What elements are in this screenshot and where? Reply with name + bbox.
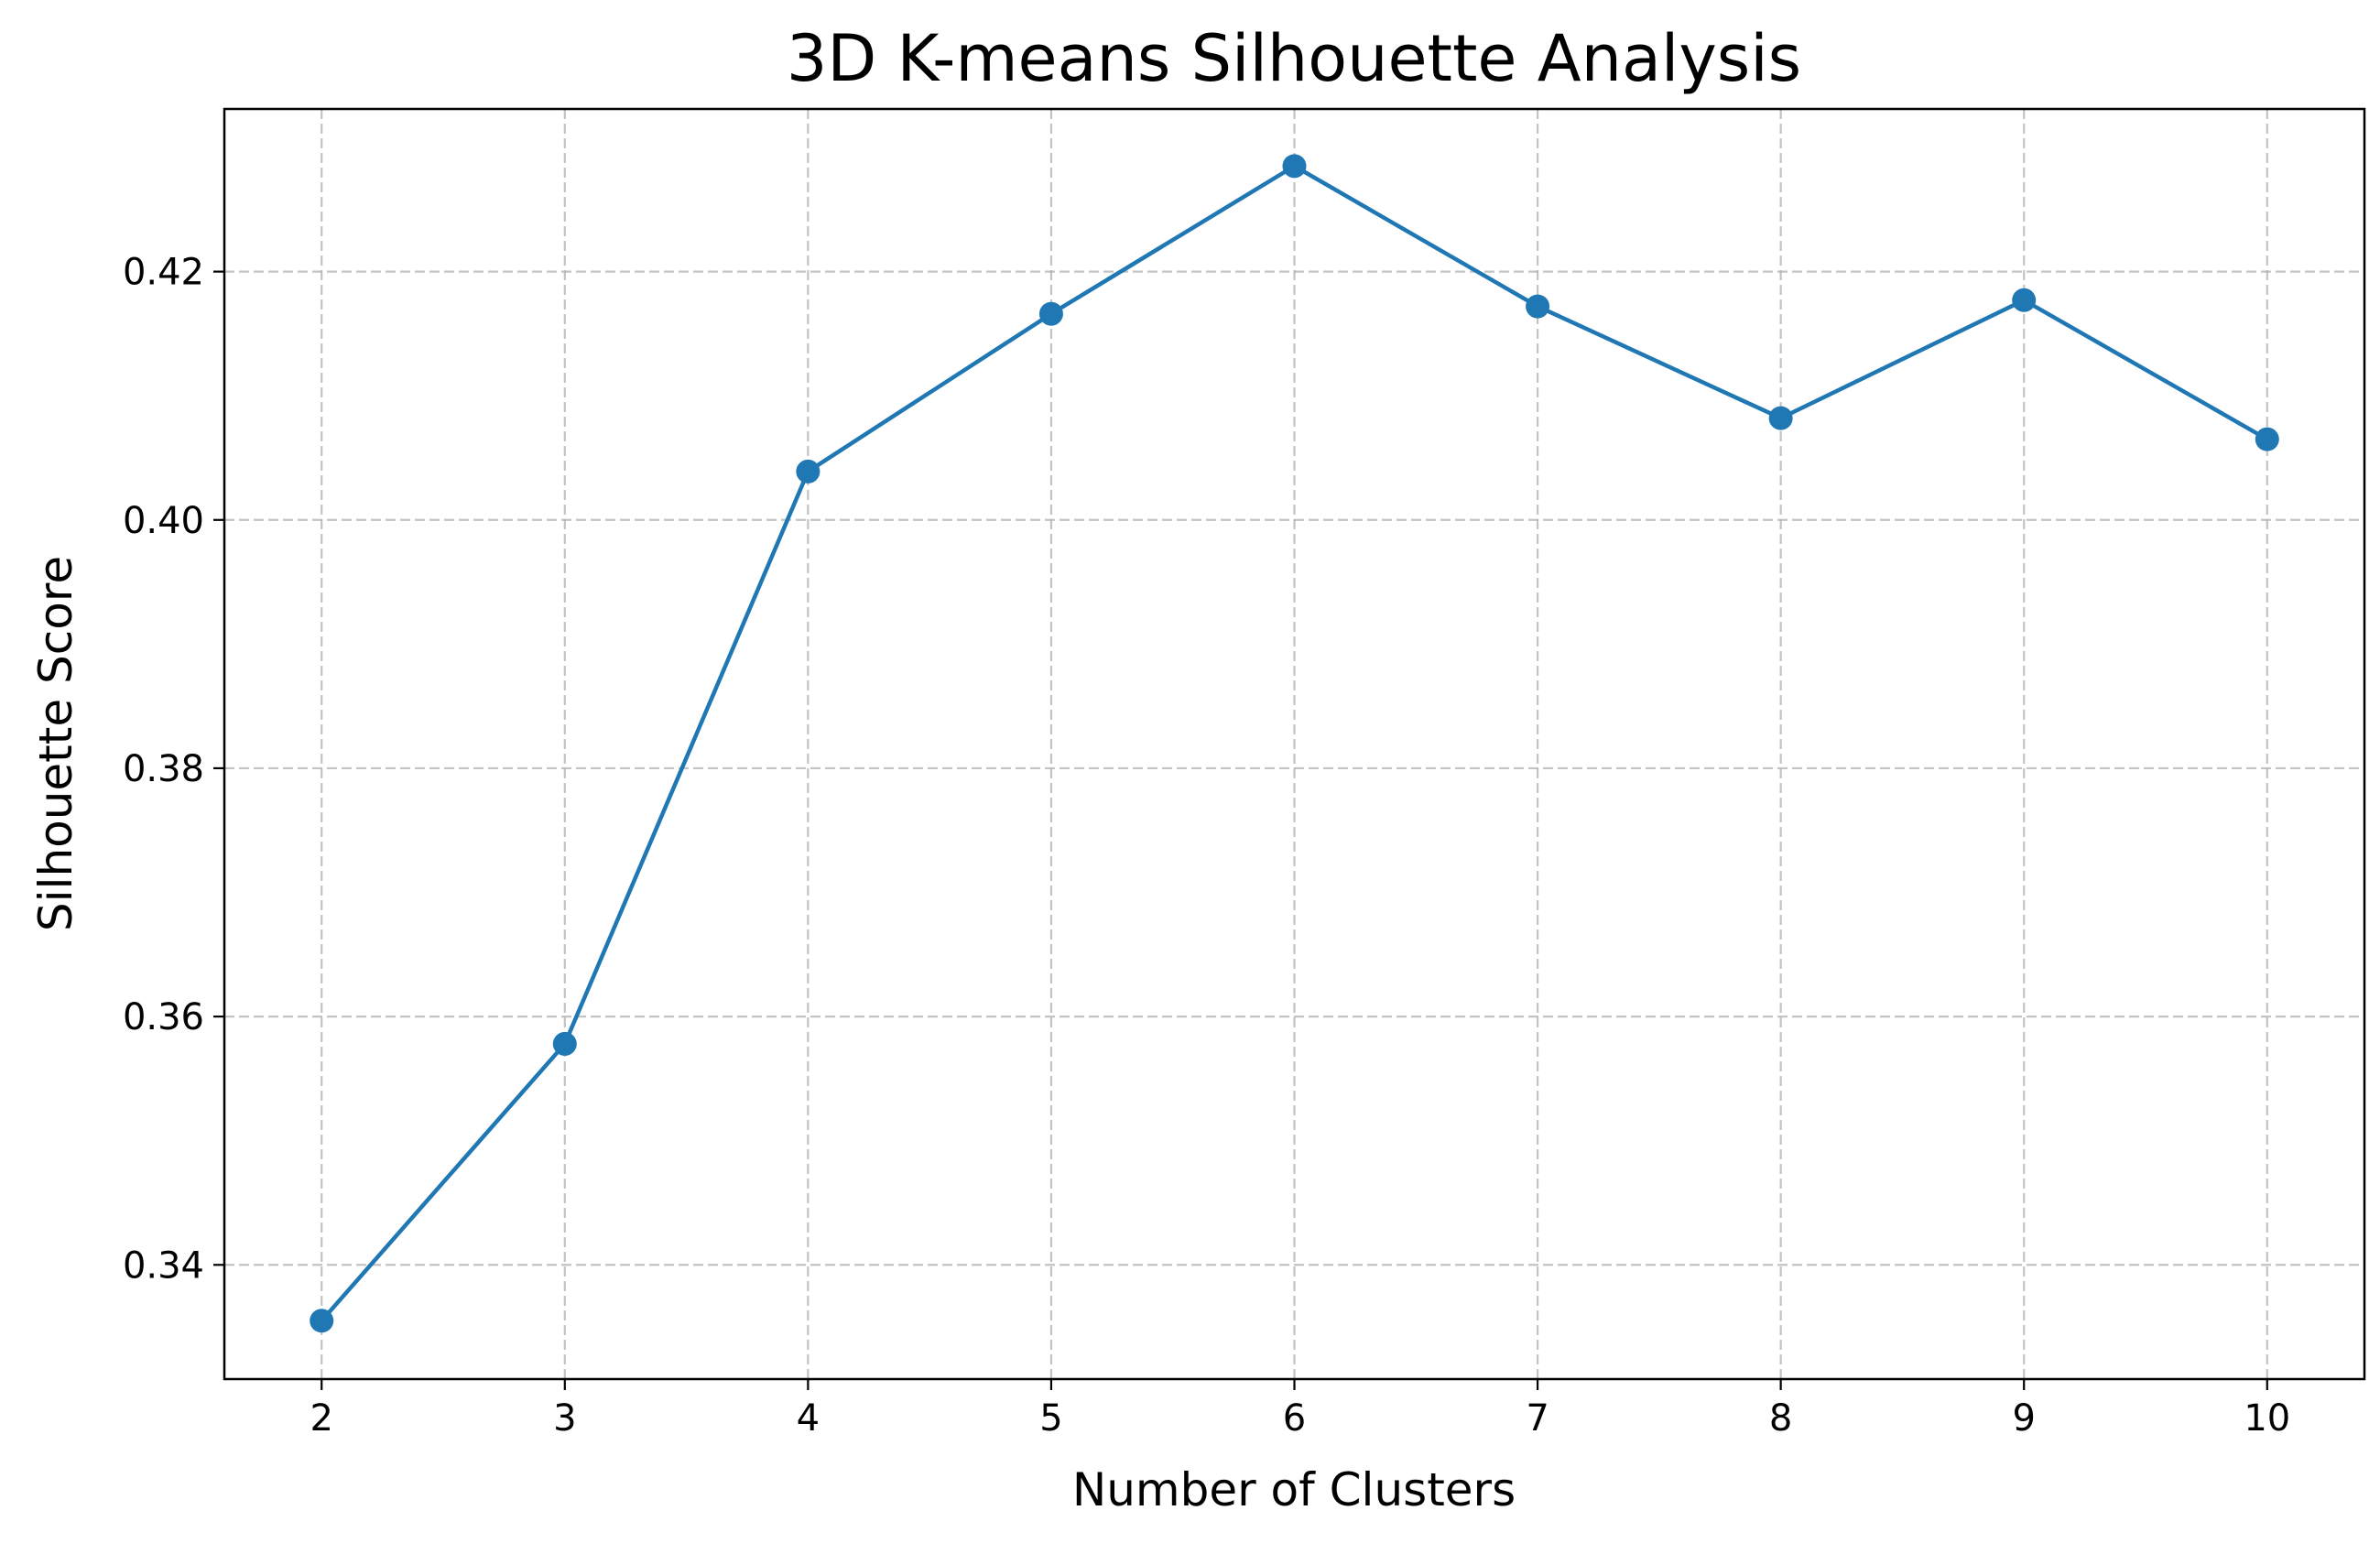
chart-title: 3D K-means Silhouette Analysis: [787, 21, 1801, 96]
y-tick-label: 0.40: [123, 500, 204, 542]
plot-frame: [223, 107, 2366, 1381]
x-axis-ticks: 2 3 4 5 6 7 8 9 10: [310, 1379, 2290, 1440]
data-point: [552, 1031, 577, 1056]
data-points: [310, 154, 2279, 1333]
data-point: [1768, 406, 1793, 430]
data-point: [796, 459, 821, 484]
y-axis-label: Silhouette Score: [29, 556, 82, 931]
x-tick-label: 2: [310, 1397, 333, 1440]
data-point: [1526, 294, 1550, 319]
data-point: [310, 1309, 334, 1333]
y-tick-label: 0.38: [123, 748, 204, 790]
x-tick-label: 10: [2244, 1397, 2290, 1440]
x-tick-label: 4: [797, 1397, 820, 1440]
y-axis-ticks: 0.34 0.36 0.38 0.40 0.42: [123, 252, 224, 1287]
y-tick-label: 0.34: [123, 1244, 204, 1287]
x-tick-label: 3: [553, 1397, 576, 1440]
data-point: [1038, 301, 1063, 326]
y-tick-label: 0.42: [123, 252, 204, 294]
grid-lines: [224, 109, 2364, 1379]
data-point: [1282, 154, 1307, 179]
data-point: [2012, 288, 2037, 312]
x-tick-label: 7: [1526, 1397, 1549, 1440]
y-tick-label: 0.36: [123, 996, 204, 1038]
x-axis-label: Number of Clusters: [1072, 1463, 1516, 1516]
x-tick-label: 6: [1283, 1397, 1306, 1440]
x-tick-label: 9: [2012, 1397, 2035, 1440]
data-point: [2255, 427, 2279, 451]
x-tick-label: 5: [1039, 1397, 1062, 1440]
x-tick-label: 8: [1769, 1397, 1792, 1440]
